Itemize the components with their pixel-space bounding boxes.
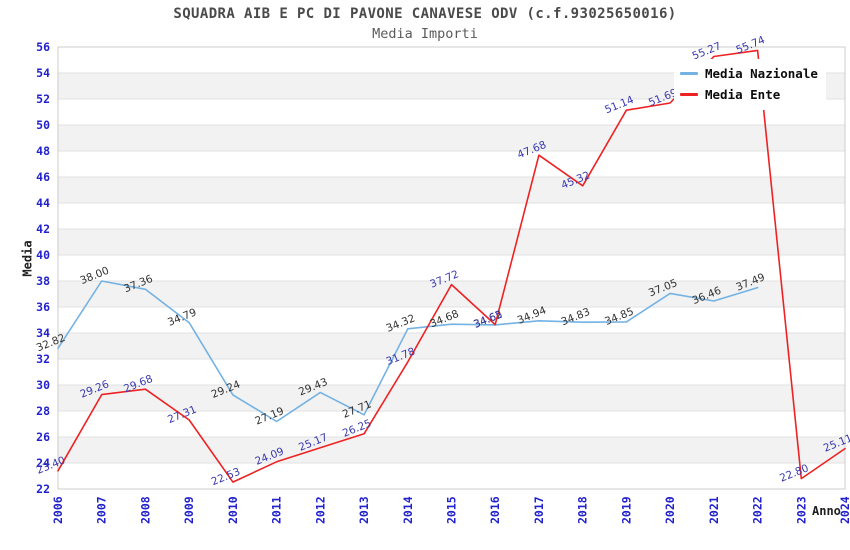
svg-text:55.74: 55.74 — [734, 34, 767, 57]
legend-swatch-nazionale-icon — [680, 72, 698, 75]
plot-border — [57, 46, 846, 490]
svg-text:34.32: 34.32 — [385, 312, 417, 334]
point-label: 34.79 — [166, 306, 198, 328]
svg-text:34.94: 34.94 — [516, 304, 549, 327]
y-tick-label: 52 — [36, 92, 50, 106]
grid-band — [58, 125, 845, 151]
x-tick-label: 2009 — [182, 496, 196, 524]
grid-band — [58, 177, 845, 203]
x-tick-label: 2023 — [794, 496, 808, 524]
x-tick-label: 2011 — [270, 496, 284, 524]
y-tick-label: 36 — [36, 300, 50, 314]
x-tick-label: 2019 — [619, 496, 633, 524]
svg-text:22.80: 22.80 — [778, 462, 810, 484]
series-line-media-nazionale — [57, 280, 759, 423]
y-tick-label: 34 — [36, 326, 50, 340]
legend: Media Nazionale Media Ente — [674, 59, 826, 110]
chart-subtitle: Media Importi — [372, 26, 478, 42]
chart-title: SQUADRA AIB E PC DI PAVONE CANAVESE ODV … — [173, 6, 677, 22]
y-tick-label: 40 — [36, 248, 50, 262]
x-tick-label: 2006 — [51, 496, 65, 524]
y-tick-label: 32 — [36, 352, 50, 366]
svg-text:34.83: 34.83 — [559, 306, 591, 328]
grid-band — [58, 229, 845, 255]
grid-band — [58, 333, 845, 359]
legend-label-ente: Media Ente — [705, 87, 781, 102]
x-tick-label: 2008 — [138, 496, 152, 524]
y-tick-label: 38 — [36, 274, 50, 288]
legend-item-media-nazionale: Media Nazionale — [680, 63, 818, 84]
svg-text:34.68: 34.68 — [428, 308, 460, 330]
point-label: 22.53 — [210, 466, 242, 488]
x-tick-label: 2012 — [313, 496, 327, 524]
y-tick-label: 56 — [36, 40, 50, 54]
x-tick-label: 2018 — [576, 496, 590, 524]
legend-item-media-ente: Media Ente — [680, 84, 818, 105]
x-tick-label: 2017 — [532, 496, 546, 524]
x-tick-label: 2007 — [95, 496, 109, 524]
x-tick-label: 2015 — [445, 496, 459, 524]
point-label: 34.68 — [428, 308, 460, 330]
y-tick-label: 22 — [36, 482, 50, 496]
y-tick-label: 26 — [36, 430, 50, 444]
y-tick-label: 30 — [36, 378, 50, 392]
legend-label-nazionale: Media Nazionale — [705, 66, 818, 81]
x-tick-label: 2022 — [751, 496, 765, 524]
x-tick-label: 2020 — [663, 496, 677, 524]
point-label: 34.94 — [516, 304, 549, 327]
y-tick-label: 24 — [36, 456, 50, 470]
x-tick-label: 2010 — [226, 496, 240, 524]
y-tick-label: 46 — [36, 170, 50, 184]
y-tick-label: 50 — [36, 118, 50, 132]
svg-text:34.79: 34.79 — [166, 306, 198, 328]
point-label: 34.83 — [559, 306, 591, 328]
y-tick-label: 48 — [36, 144, 50, 158]
x-tick-label: 2016 — [488, 496, 502, 524]
x-tick-label: 2013 — [357, 496, 371, 524]
x-tick-label: 2014 — [401, 496, 415, 524]
point-label: 22.80 — [778, 462, 810, 484]
y-tick-label: 54 — [36, 66, 50, 80]
y-tick-label: 42 — [36, 222, 50, 236]
x-tick-label: 2024 — [838, 496, 850, 524]
grid-band — [58, 385, 845, 411]
series-line-media-ente — [57, 49, 846, 483]
point-label: 34.85 — [603, 306, 635, 328]
grid-band — [58, 437, 845, 463]
svg-text:34.85: 34.85 — [603, 306, 635, 328]
legend-swatch-ente-icon — [680, 93, 698, 96]
x-tick-label: 2021 — [707, 496, 721, 524]
point-label: 34.32 — [385, 312, 417, 334]
y-tick-label: 28 — [36, 404, 50, 418]
svg-text:22.53: 22.53 — [210, 466, 242, 488]
point-label: 34.65 — [472, 308, 504, 330]
point-label: 55.74 — [734, 34, 767, 57]
x-axis-title: Anno — [812, 504, 841, 518]
svg-text:34.65: 34.65 — [472, 308, 504, 330]
y-tick-label: 44 — [36, 196, 50, 210]
